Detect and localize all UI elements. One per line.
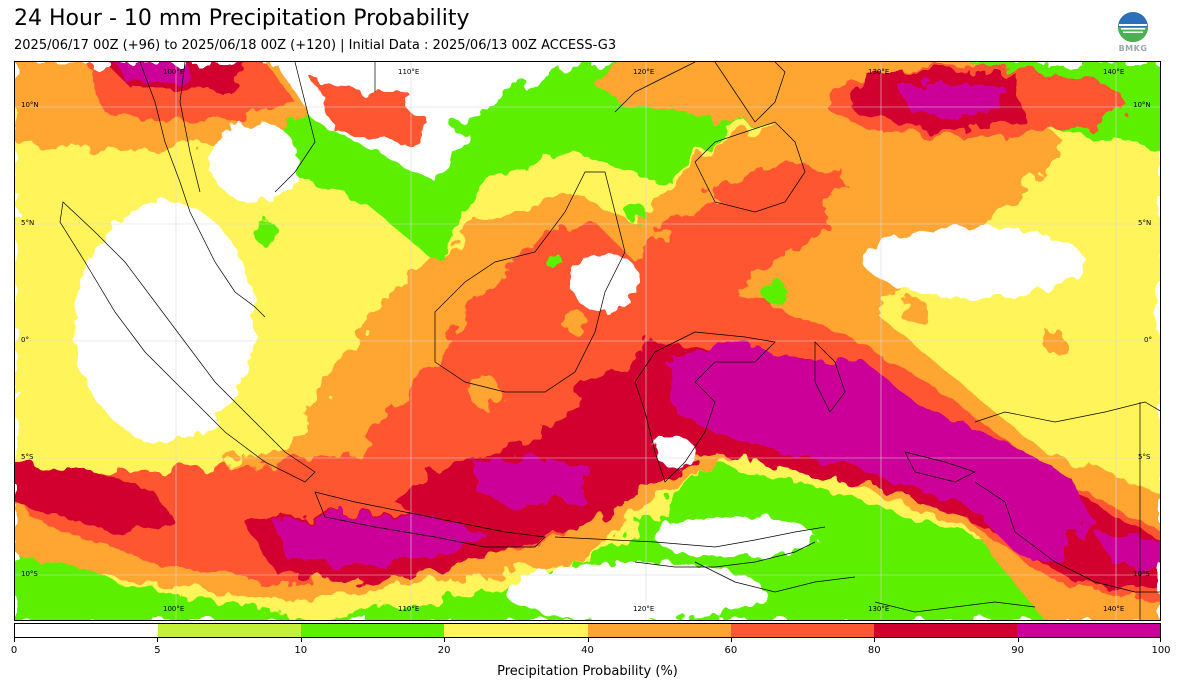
colorbar-segment (444, 624, 588, 637)
lon-label-top: 140°E (1103, 68, 1125, 76)
probability-layers (15, 62, 1160, 620)
colorbar-tick-label: 90 (1011, 645, 1024, 656)
colorbar-tick (730, 638, 732, 642)
colorbar-segment (587, 624, 731, 637)
colorbar-tick (300, 638, 302, 642)
lat-label-right: 5°N (1138, 219, 1152, 227)
lon-label-bottom: 120°E (633, 605, 655, 613)
lon-label-top: 120°E (633, 68, 655, 76)
coastlines (59, 62, 1160, 620)
colorbar-tick-label: 40 (581, 645, 594, 656)
colorbar-tick (157, 638, 159, 642)
lat-label-right: 10°S (1133, 570, 1150, 578)
colorbar-tick-label: 100 (1151, 645, 1171, 656)
colorbar-tick-label: 0 (10, 645, 18, 656)
probability-speckles (75, 82, 1085, 620)
colorbar-tick-label: 80 (867, 645, 881, 656)
graticule (15, 62, 1160, 620)
precipitation-map: 100°E 110°E 120°E 130°E 140°E 100°E 110°… (14, 61, 1161, 621)
colorbar-segment (158, 624, 302, 637)
colorbar-tick (1160, 638, 1161, 642)
lat-label-left: 10°N (21, 101, 39, 109)
lat-label-right: 10°N (1133, 101, 1151, 109)
bmkg-logo-icon (1118, 12, 1148, 42)
colorbar-tick (1017, 638, 1019, 642)
lat-label-right: 5°S (1138, 453, 1151, 461)
colorbar-segment (730, 624, 874, 637)
logo-text: BMKG (1118, 44, 1148, 53)
lon-label-top: 130°E (868, 68, 890, 76)
lon-label-top: 110°E (398, 68, 420, 76)
colorbar-tick-label: 5 (154, 645, 161, 656)
colorbar-tick (587, 638, 589, 642)
colorbar-segment (1016, 624, 1160, 637)
lon-label-top: 100°E (163, 68, 185, 76)
map-title: 24 Hour - 10 mm Precipitation Probabilit… (14, 6, 470, 31)
colorbar-segment (873, 624, 1017, 637)
colorbar-segment (15, 624, 159, 637)
probability-colorbar (14, 623, 1161, 638)
lat-label-right: 0° (1144, 336, 1152, 344)
lat-label-left: 5°S (21, 453, 34, 461)
lat-label-left: 10°S (21, 570, 38, 578)
colorbar-segment (301, 624, 445, 637)
probability-field (15, 62, 1160, 620)
colorbar-tick-label: 20 (437, 645, 451, 656)
lat-label-left: 0° (21, 336, 29, 344)
lat-label-left: 5°N (21, 219, 35, 227)
colorbar-tick (874, 638, 876, 642)
bmkg-logo: BMKG (1113, 11, 1153, 55)
colorbar-tick (14, 638, 15, 642)
colorbar-tick-label: 60 (724, 645, 738, 656)
colorbar-tick-label: 10 (294, 645, 308, 656)
lon-label-bottom: 110°E (398, 605, 420, 613)
lon-label-bottom: 130°E (868, 605, 890, 613)
colorbar-tick (444, 638, 446, 642)
lon-label-bottom: 140°E (1103, 605, 1125, 613)
colorbar-title: Precipitation Probability (%) (497, 664, 678, 679)
map-subtitle: 2025/06/17 00Z (+96) to 2025/06/18 00Z (… (14, 38, 617, 53)
lon-label-bottom: 100°E (163, 605, 185, 613)
